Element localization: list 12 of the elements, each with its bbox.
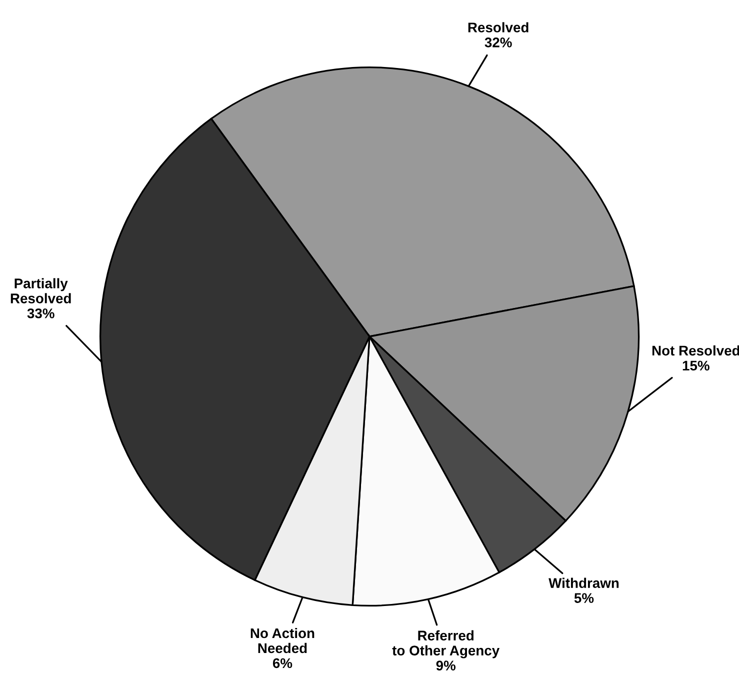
slice-label: Partially Resolved: [10, 278, 71, 304]
data-label: 15%: [682, 360, 710, 371]
data-label: 33%: [27, 308, 54, 318]
data-label: 5%: [574, 593, 594, 603]
slice-label: No Action Needed: [250, 628, 314, 654]
data-label: 32%: [484, 38, 512, 48]
slice-label: Resolved: [468, 22, 528, 32]
data-label: 6%: [272, 658, 292, 668]
slice-label: Not Resolved: [652, 345, 739, 356]
slice-label: Withdrawn: [548, 578, 619, 588]
slice-label: Referred to Other Agency: [392, 630, 500, 658]
data-label: 9%: [436, 660, 456, 670]
